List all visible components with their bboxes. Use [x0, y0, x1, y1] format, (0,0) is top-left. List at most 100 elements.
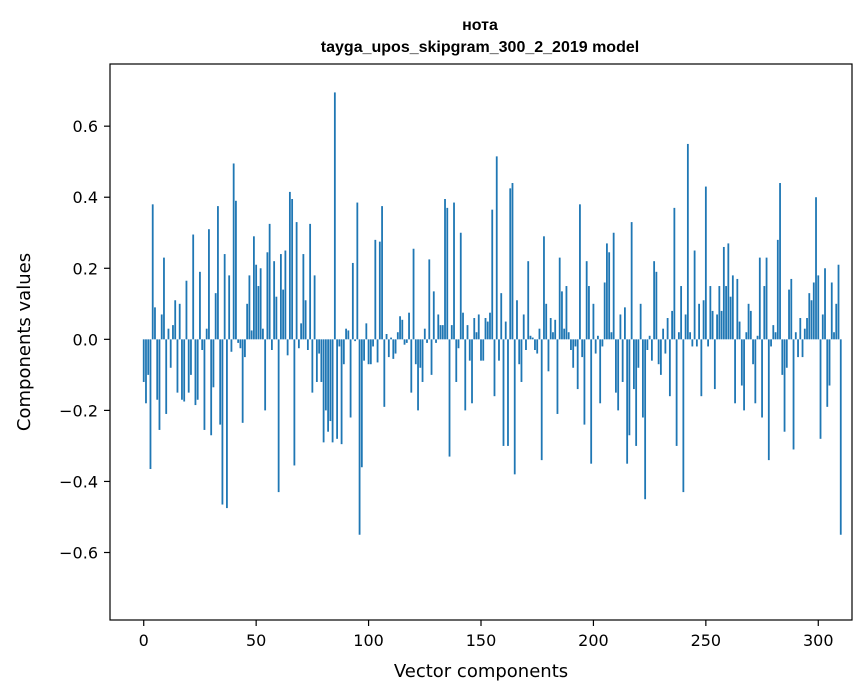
- bar-73: [306, 339, 309, 350]
- bar-40: [232, 163, 235, 340]
- bar-250: [704, 186, 707, 340]
- bar-7: [158, 339, 161, 430]
- bar-267: [743, 339, 745, 411]
- bar-191: [572, 339, 575, 368]
- bar-165: [513, 339, 516, 475]
- bar-224: [646, 339, 649, 350]
- bar-231: [662, 328, 665, 340]
- bar-233: [666, 318, 669, 340]
- bar-78: [318, 339, 321, 354]
- bar-202: [597, 335, 599, 340]
- bar-25: [199, 271, 201, 340]
- bar-150: [480, 339, 482, 361]
- bar-51: [257, 286, 260, 340]
- bar-119: [410, 339, 413, 393]
- bar-2: [147, 339, 150, 375]
- bar-45: [244, 339, 246, 358]
- bar-243: [689, 332, 692, 340]
- bar-8: [160, 314, 163, 340]
- bar-50: [255, 264, 258, 340]
- bar-237: [675, 339, 678, 446]
- bar-149: [477, 314, 480, 340]
- bar-152: [484, 318, 487, 340]
- bar-62: [282, 289, 285, 340]
- bar-28: [205, 328, 208, 340]
- bar-142: [462, 312, 464, 340]
- bar-310: [839, 339, 842, 535]
- bar-198: [588, 286, 590, 340]
- bar-5: [154, 307, 156, 340]
- bar-255: [716, 314, 718, 340]
- bar-275: [761, 339, 763, 418]
- bar-302: [821, 314, 824, 340]
- bar-129: [432, 291, 435, 340]
- bar-207: [608, 252, 611, 340]
- bar-143: [464, 339, 467, 411]
- bar-113: [396, 332, 399, 340]
- bar-172: [529, 335, 532, 340]
- bar-115: [401, 319, 404, 340]
- bar-134: [444, 199, 446, 340]
- bar-183: [554, 319, 557, 340]
- bar-299: [815, 197, 817, 340]
- bar-74: [309, 223, 312, 340]
- bar-85: [333, 92, 336, 340]
- bar-270: [749, 310, 752, 340]
- bar-90: [345, 328, 347, 340]
- bar-81: [324, 339, 327, 411]
- x-tick-label: 200: [578, 631, 609, 650]
- bar-86: [336, 339, 338, 439]
- bar-303: [824, 268, 826, 340]
- bar-189: [567, 332, 570, 340]
- bar-254: [713, 339, 716, 390]
- bar-167: [518, 339, 521, 365]
- bar-192: [574, 339, 577, 347]
- bar-232: [664, 339, 667, 354]
- bar-102: [372, 339, 374, 347]
- bar-241: [684, 314, 687, 340]
- bar-20: [187, 339, 190, 393]
- bar-247: [698, 303, 700, 340]
- bar-294: [803, 328, 806, 340]
- bar-144: [466, 325, 469, 340]
- bar-211: [617, 339, 620, 411]
- y-tick-label: 0.2: [73, 259, 98, 278]
- bar-4: [151, 204, 154, 340]
- bar-219: [635, 339, 638, 446]
- bar-223: [644, 339, 647, 500]
- bar-285: [783, 339, 786, 432]
- bar-300: [817, 275, 820, 340]
- x-tick-label: 150: [466, 631, 497, 650]
- bar-205: [603, 282, 606, 340]
- bar-221: [639, 303, 642, 340]
- bar-301: [819, 339, 822, 439]
- bar-153: [486, 321, 489, 340]
- bar-190: [570, 339, 572, 350]
- bar-245: [693, 250, 696, 340]
- bar-156: [493, 339, 496, 397]
- bar-283: [779, 183, 781, 340]
- bar-59: [275, 296, 278, 340]
- bar-290: [794, 332, 797, 340]
- bar-176: [538, 328, 541, 340]
- bar-124: [421, 339, 424, 382]
- bar-278: [767, 339, 770, 461]
- bar-79: [320, 339, 323, 382]
- bar-238: [677, 332, 680, 340]
- bar-3: [149, 339, 152, 470]
- bar-64: [286, 339, 289, 356]
- bar-185: [558, 257, 561, 340]
- bar-289: [792, 339, 795, 450]
- bar-117: [405, 339, 408, 343]
- bar-39: [230, 339, 233, 352]
- bar-246: [695, 339, 698, 347]
- bar-88: [340, 339, 343, 445]
- y-axis-label: Components values: [14, 253, 35, 431]
- bar-43: [239, 339, 242, 349]
- bar-159: [500, 293, 503, 340]
- bar-154: [489, 312, 491, 340]
- bar-98: [363, 339, 365, 361]
- bar-136: [448, 339, 451, 457]
- bar-93: [351, 262, 354, 340]
